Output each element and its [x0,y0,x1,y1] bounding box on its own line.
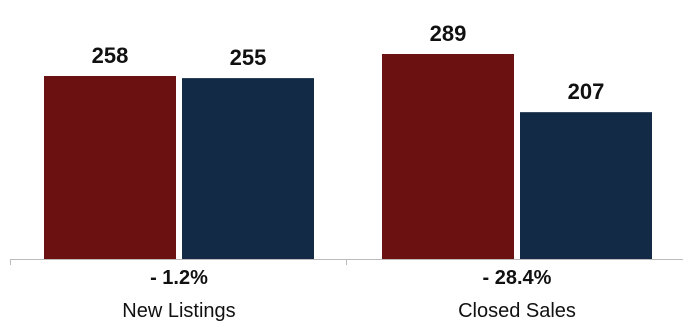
labels-layer: 258 255 - 1.2% New Listings 289 207 - 28.4% Clo… [92,21,605,322]
bar-value-label: 207 [568,79,605,104]
category-label: Closed Sales [458,300,576,322]
category-label: New Listings [122,300,235,322]
bars-layer [44,54,652,259]
percent-change-label: - 28.4% [483,267,552,289]
axis-layer [10,259,683,265]
bar-new-listings-2 [182,78,314,259]
bar-new-listings-1 [44,75,176,259]
bar-value-label: 258 [92,43,129,68]
percent-change-label: - 1.2% [150,267,208,289]
bar-value-label: 255 [230,45,267,70]
bar-closed-sales-2 [520,112,652,259]
bar-closed-sales-1 [382,54,514,259]
bar-value-label: 289 [430,21,467,46]
